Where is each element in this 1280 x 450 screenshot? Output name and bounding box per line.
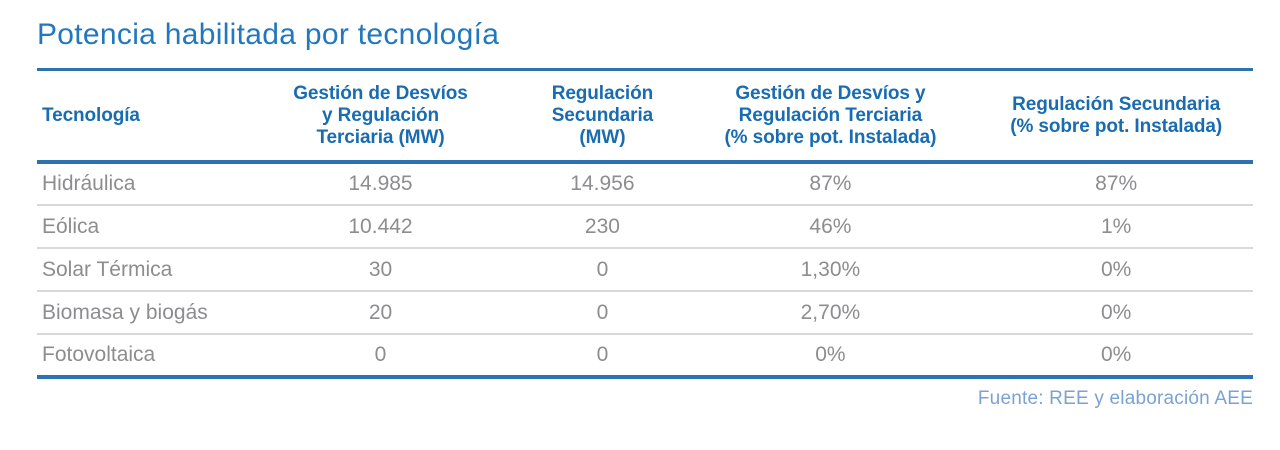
column-header-gestion-desvios-terciaria-mw: Gestión de Desvíos y Regulación Terciari…	[237, 71, 524, 164]
source-note: Fuente: REE y elaboración AEE	[977, 388, 1253, 409]
value-cell: 0%	[979, 247, 1253, 291]
technology-cell: Biomasa y biogás	[37, 290, 238, 334]
table-header-row: Tecnología Gestión de Desvíos y Regulaci…	[37, 71, 1253, 164]
value-cell: 0	[523, 290, 682, 334]
table-row-hidraulica: Hidráulica 14.985 14.956 87% 87%	[37, 162, 1253, 205]
value-cell: 1%	[979, 204, 1253, 248]
value-cell: 2,70%	[681, 290, 980, 334]
value-cell: 20	[237, 290, 524, 334]
value-cell: 0%	[979, 290, 1253, 334]
value-cell: 0	[237, 333, 524, 379]
value-cell: 30	[237, 247, 524, 291]
page-title: Potencia habilitada por tecnología	[37, 18, 500, 51]
column-header-tecnologia: Tecnología	[37, 71, 238, 164]
column-header-regulacion-secundaria-mw: Regulación Secundaria (MW)	[523, 71, 682, 164]
value-cell: 1,30%	[681, 247, 980, 291]
value-cell: 10.442	[237, 204, 524, 248]
value-cell: 87%	[809, 172, 852, 195]
technology-cell: Fotovoltaica	[37, 333, 238, 379]
table-row-biomasa: Biomasa y biogás 20 0 2,70% 0%	[37, 290, 1253, 334]
value-cell: 87%	[1095, 172, 1138, 195]
technology-cell: Eólica	[37, 204, 238, 248]
technology-cell: Hidráulica	[42, 172, 136, 195]
technology-cell: Solar Térmica	[37, 247, 238, 291]
value-cell: 0	[523, 333, 682, 379]
value-cell: 46%	[681, 204, 980, 248]
title-rule	[37, 68, 1253, 71]
value-cell: 14.956	[570, 172, 635, 195]
power-by-technology-table: Tecnología Gestión de Desvíos y Regulaci…	[37, 71, 1253, 379]
value-cell: 230	[523, 204, 682, 248]
column-header-regulacion-secundaria-pct: Regulación Secundaria (% sobre pot. Inst…	[979, 71, 1253, 164]
value-cell: 0%	[979, 333, 1253, 379]
value-cell: 0%	[681, 333, 980, 379]
column-header-gestion-desvios-terciaria-pct: Gestión de Desvíos y Regulación Terciari…	[681, 71, 980, 164]
value-cell: 0	[523, 247, 682, 291]
table-row-fotovoltaica: Fotovoltaica 0 0 0% 0%	[37, 333, 1253, 379]
table-row-solar-termica: Solar Térmica 30 0 1,30% 0%	[37, 247, 1253, 291]
value-cell: 14.985	[348, 172, 413, 195]
table-row-eolica: Eólica 10.442 230 46% 1%	[37, 204, 1253, 248]
